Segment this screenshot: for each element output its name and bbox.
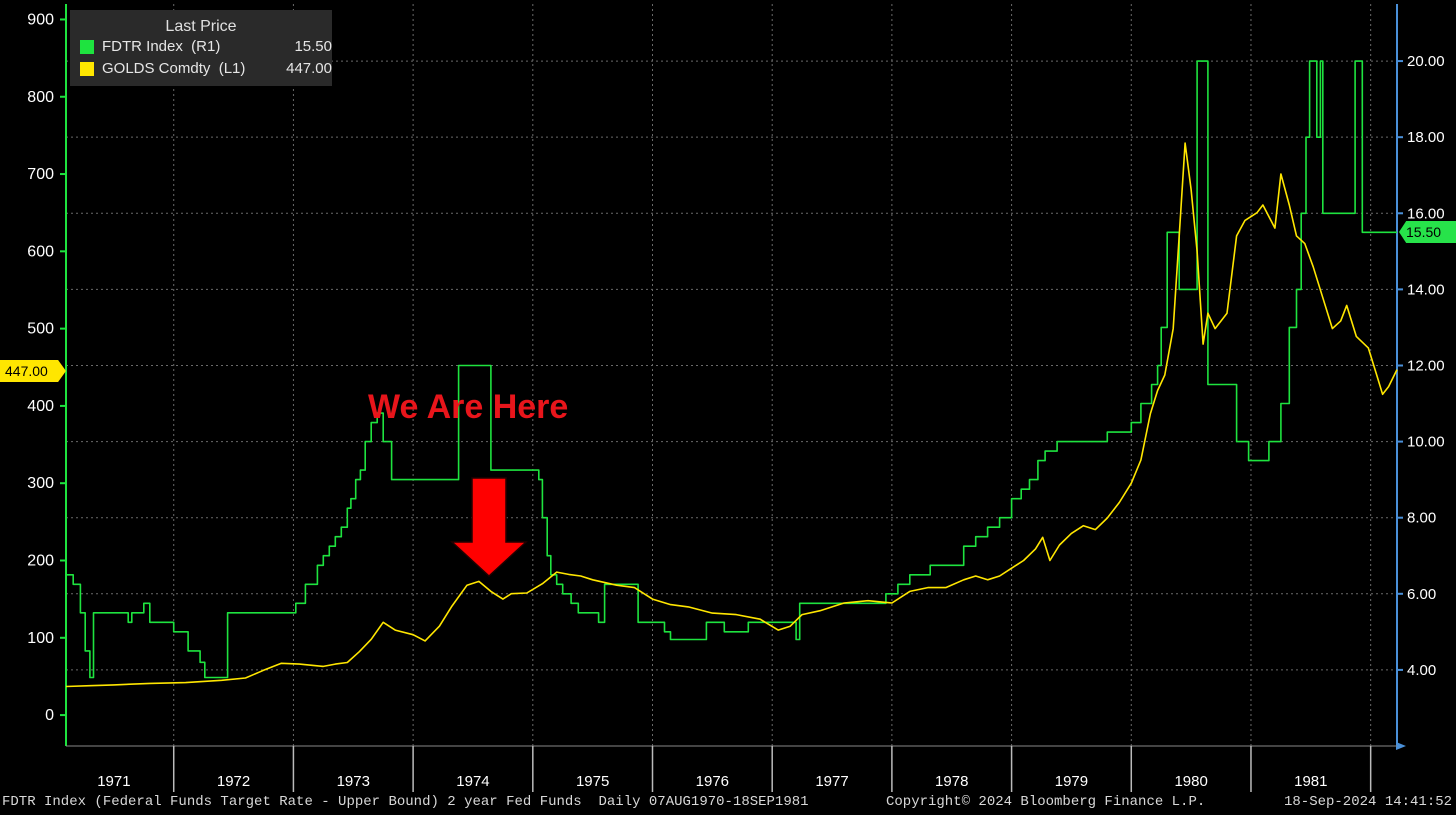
legend-value-golds: 447.00	[286, 60, 332, 77]
right-tick-label: 18.00	[1407, 129, 1445, 146]
right-tick-label: 10.00	[1407, 434, 1445, 451]
right-tick-label: 14.00	[1407, 281, 1445, 298]
left-tick-label: 500	[27, 321, 54, 338]
x-tick-label: 1974	[456, 773, 489, 790]
left-tick-label: 700	[27, 166, 54, 183]
legend-name-golds: GOLDS Comdty (L1)	[102, 60, 246, 77]
left-tick-label: 0	[45, 707, 54, 724]
footer-timestamp: 18-Sep-2024 14:41:52	[1284, 794, 1453, 810]
right-tick-label: 8.00	[1407, 510, 1436, 527]
left-tick-label: 600	[27, 243, 54, 260]
left-tick-label: 200	[27, 553, 54, 570]
x-tick-label: 1976	[696, 773, 729, 790]
last-value-tag-left: 447.00	[0, 360, 66, 382]
legend-swatch-golds	[80, 62, 94, 76]
x-tick-label: 1971	[97, 773, 130, 790]
legend-title: Last Price	[165, 18, 237, 35]
x-tick-label: 1978	[935, 773, 968, 790]
x-tick-label: 1979	[1055, 773, 1088, 790]
legend-value-fdtr: 15.50	[294, 38, 332, 55]
x-tick-label: 1981	[1294, 773, 1327, 790]
chart-series	[65, 60, 1398, 688]
left-tick-label: 400	[27, 398, 54, 415]
right-axis-ticks: 4.00 6.00 8.00 10.00 12.00 14.00 16.00 18.00 20.…	[1397, 53, 1445, 679]
left-tick-label: 300	[27, 475, 54, 492]
x-tick-label: 1980	[1174, 773, 1207, 790]
chart-legend: Last Price FDTR Index (R1) 15.50 GOLDS C…	[70, 10, 332, 86]
left-tick-label: 100	[27, 630, 54, 647]
right-tick-label: 12.00	[1407, 357, 1445, 374]
right-tick-label: 6.00	[1407, 586, 1436, 603]
legend-swatch-fdtr	[80, 40, 94, 54]
x-tick-label: 1977	[815, 773, 848, 790]
last-value-tag-right: 15.50	[1399, 221, 1456, 243]
red-down-arrow-icon	[450, 477, 528, 578]
annotation-we-are-here: We Are Here	[368, 388, 569, 426]
footer-copyright: Copyright© 2024 Bloomberg Finance L.P.	[886, 794, 1206, 810]
x-axis-ticks: 1971 1972 1973 1974 1975 1976 1977 1978 1979 1980…	[97, 746, 1372, 792]
left-axis-ticks: 0 100 200 300 400 500 600 700 800 900	[27, 11, 66, 724]
right-axis-arrow-icon	[1396, 742, 1406, 750]
x-tick-label: 1975	[576, 773, 609, 790]
left-tick-label: 800	[27, 89, 54, 106]
series-line-fdtr-index	[66, 60, 1397, 679]
right-tick-label: 4.00	[1407, 662, 1436, 679]
left-tick-label: 900	[27, 11, 54, 28]
chart-axes	[65, 4, 1406, 750]
series-line-golds-comdty	[65, 142, 1398, 688]
arrow-shape	[450, 477, 528, 578]
legend-name-fdtr: FDTR Index (R1)	[102, 38, 221, 55]
right-tick-label: 16.00	[1407, 205, 1445, 222]
right-tick-label: 20.00	[1407, 53, 1445, 70]
x-tick-label: 1973	[337, 773, 370, 790]
footer-description: FDTR Index (Federal Funds Target Rate - …	[2, 794, 809, 810]
x-tick-label: 1972	[217, 773, 250, 790]
